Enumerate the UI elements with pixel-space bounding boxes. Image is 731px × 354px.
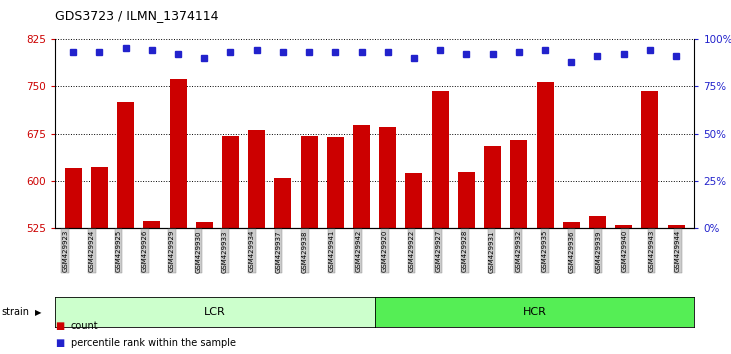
Text: HCR: HCR	[523, 307, 547, 318]
Text: GSM429944: GSM429944	[675, 230, 681, 272]
Bar	[510, 140, 527, 228]
Text: GSM429939: GSM429939	[595, 230, 601, 273]
Text: GSM429930: GSM429930	[195, 230, 202, 273]
Text: GSM429933: GSM429933	[222, 230, 228, 273]
Text: GSM429938: GSM429938	[302, 230, 308, 273]
Text: GSM429937: GSM429937	[276, 230, 281, 273]
Text: GSM429923: GSM429923	[62, 230, 68, 273]
Text: GSM429931: GSM429931	[488, 230, 495, 273]
Text: GSM429936: GSM429936	[569, 230, 575, 273]
Text: LCR: LCR	[204, 307, 226, 318]
Text: GSM429940: GSM429940	[622, 230, 628, 273]
Text: GSM429928: GSM429928	[462, 230, 468, 273]
Text: GSM429934: GSM429934	[249, 230, 254, 273]
Bar	[563, 222, 580, 228]
Bar	[300, 136, 318, 228]
Bar	[641, 91, 659, 228]
Bar	[248, 131, 265, 228]
Text: GSM429922: GSM429922	[409, 230, 414, 272]
Text: ■: ■	[55, 338, 64, 348]
Bar	[170, 79, 186, 228]
Bar	[117, 102, 134, 228]
Text: GSM429935: GSM429935	[542, 230, 548, 273]
Text: GSM429924: GSM429924	[88, 230, 95, 272]
Bar	[91, 167, 108, 228]
Text: GSM429920: GSM429920	[382, 230, 388, 273]
Text: GSM429927: GSM429927	[435, 230, 442, 273]
Text: GSM429925: GSM429925	[115, 230, 121, 272]
Bar	[537, 82, 553, 228]
Text: GDS3723 / ILMN_1374114: GDS3723 / ILMN_1374114	[55, 9, 219, 22]
Bar	[353, 125, 370, 228]
Bar	[64, 169, 82, 228]
Bar	[379, 127, 396, 228]
Bar	[667, 225, 685, 228]
Bar	[589, 216, 606, 228]
Text: strain: strain	[1, 307, 29, 318]
Text: ■: ■	[55, 321, 64, 331]
Bar	[406, 173, 423, 228]
Text: count: count	[71, 321, 99, 331]
Bar	[431, 91, 449, 228]
Bar	[484, 146, 501, 228]
Text: GSM429926: GSM429926	[142, 230, 148, 273]
Text: percentile rank within the sample: percentile rank within the sample	[71, 338, 236, 348]
Text: GSM429929: GSM429929	[169, 230, 175, 273]
Text: GSM429932: GSM429932	[515, 230, 521, 273]
Bar	[222, 136, 239, 228]
Text: GSM429942: GSM429942	[355, 230, 361, 272]
Bar	[616, 225, 632, 228]
Bar	[458, 172, 475, 228]
Bar	[143, 221, 160, 228]
Bar	[327, 137, 344, 228]
Bar	[196, 222, 213, 228]
Bar	[274, 178, 292, 228]
Text: ▶: ▶	[35, 308, 42, 317]
Text: GSM429943: GSM429943	[648, 230, 654, 273]
Text: GSM429941: GSM429941	[329, 230, 335, 273]
